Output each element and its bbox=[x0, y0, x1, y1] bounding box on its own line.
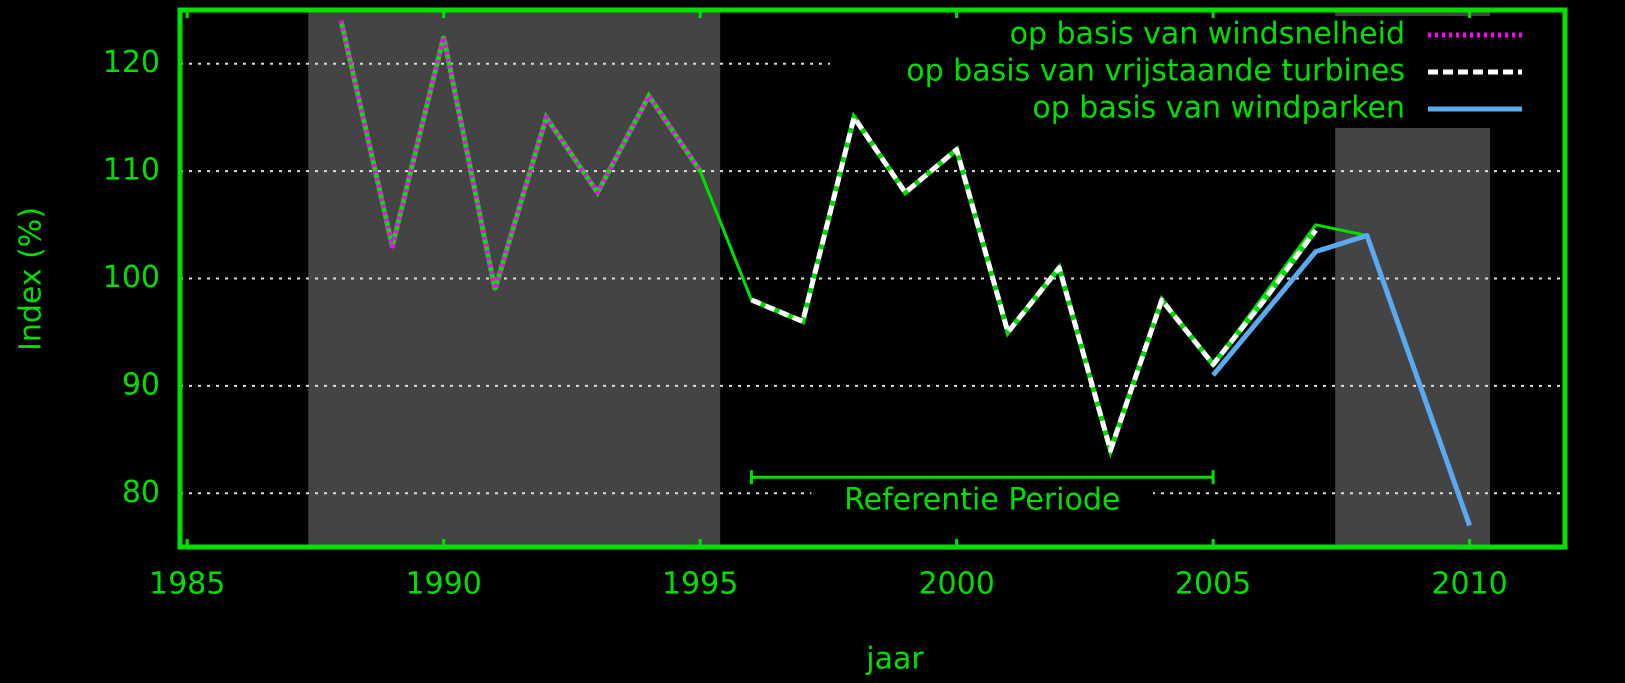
x-tick-label: 2005 bbox=[1175, 567, 1251, 602]
plot-border bbox=[177, 7, 1568, 550]
x-tick-label: 1985 bbox=[149, 567, 225, 602]
legend-label: op basis van windparken bbox=[1032, 91, 1405, 126]
series-line bbox=[338, 20, 703, 292]
x-tick-label: 2010 bbox=[1431, 567, 1507, 602]
annotation-bg bbox=[811, 479, 1154, 522]
x-axis-label: jaar bbox=[865, 642, 924, 677]
y-tick-label: 110 bbox=[103, 153, 160, 188]
y-axis-label: Index (%) bbox=[14, 207, 49, 351]
x-tick-label: 1990 bbox=[405, 567, 481, 602]
annotation-text: Referentie Periode bbox=[844, 483, 1120, 518]
x-tick-label: 2000 bbox=[918, 567, 994, 602]
plot-overlay: 80 90 100 110 120 1985 1990 1995 2000 2005 2010 op … bbox=[103, 7, 1568, 602]
y-tick-label: 90 bbox=[122, 367, 160, 402]
x-tick-label: 1995 bbox=[662, 567, 738, 602]
legend-label: op basis van vrijstaande turbines bbox=[906, 54, 1405, 89]
y-tick-label: 120 bbox=[103, 45, 160, 80]
series-line bbox=[750, 114, 1318, 453]
series-line bbox=[1211, 233, 1472, 527]
legend-label: op basis van windsnelheid bbox=[1010, 17, 1405, 52]
plot-underlay: Referentie Periode bbox=[180, 10, 1565, 547]
y-tick-label: 80 bbox=[122, 475, 160, 510]
y-tick-label: 100 bbox=[103, 260, 160, 295]
